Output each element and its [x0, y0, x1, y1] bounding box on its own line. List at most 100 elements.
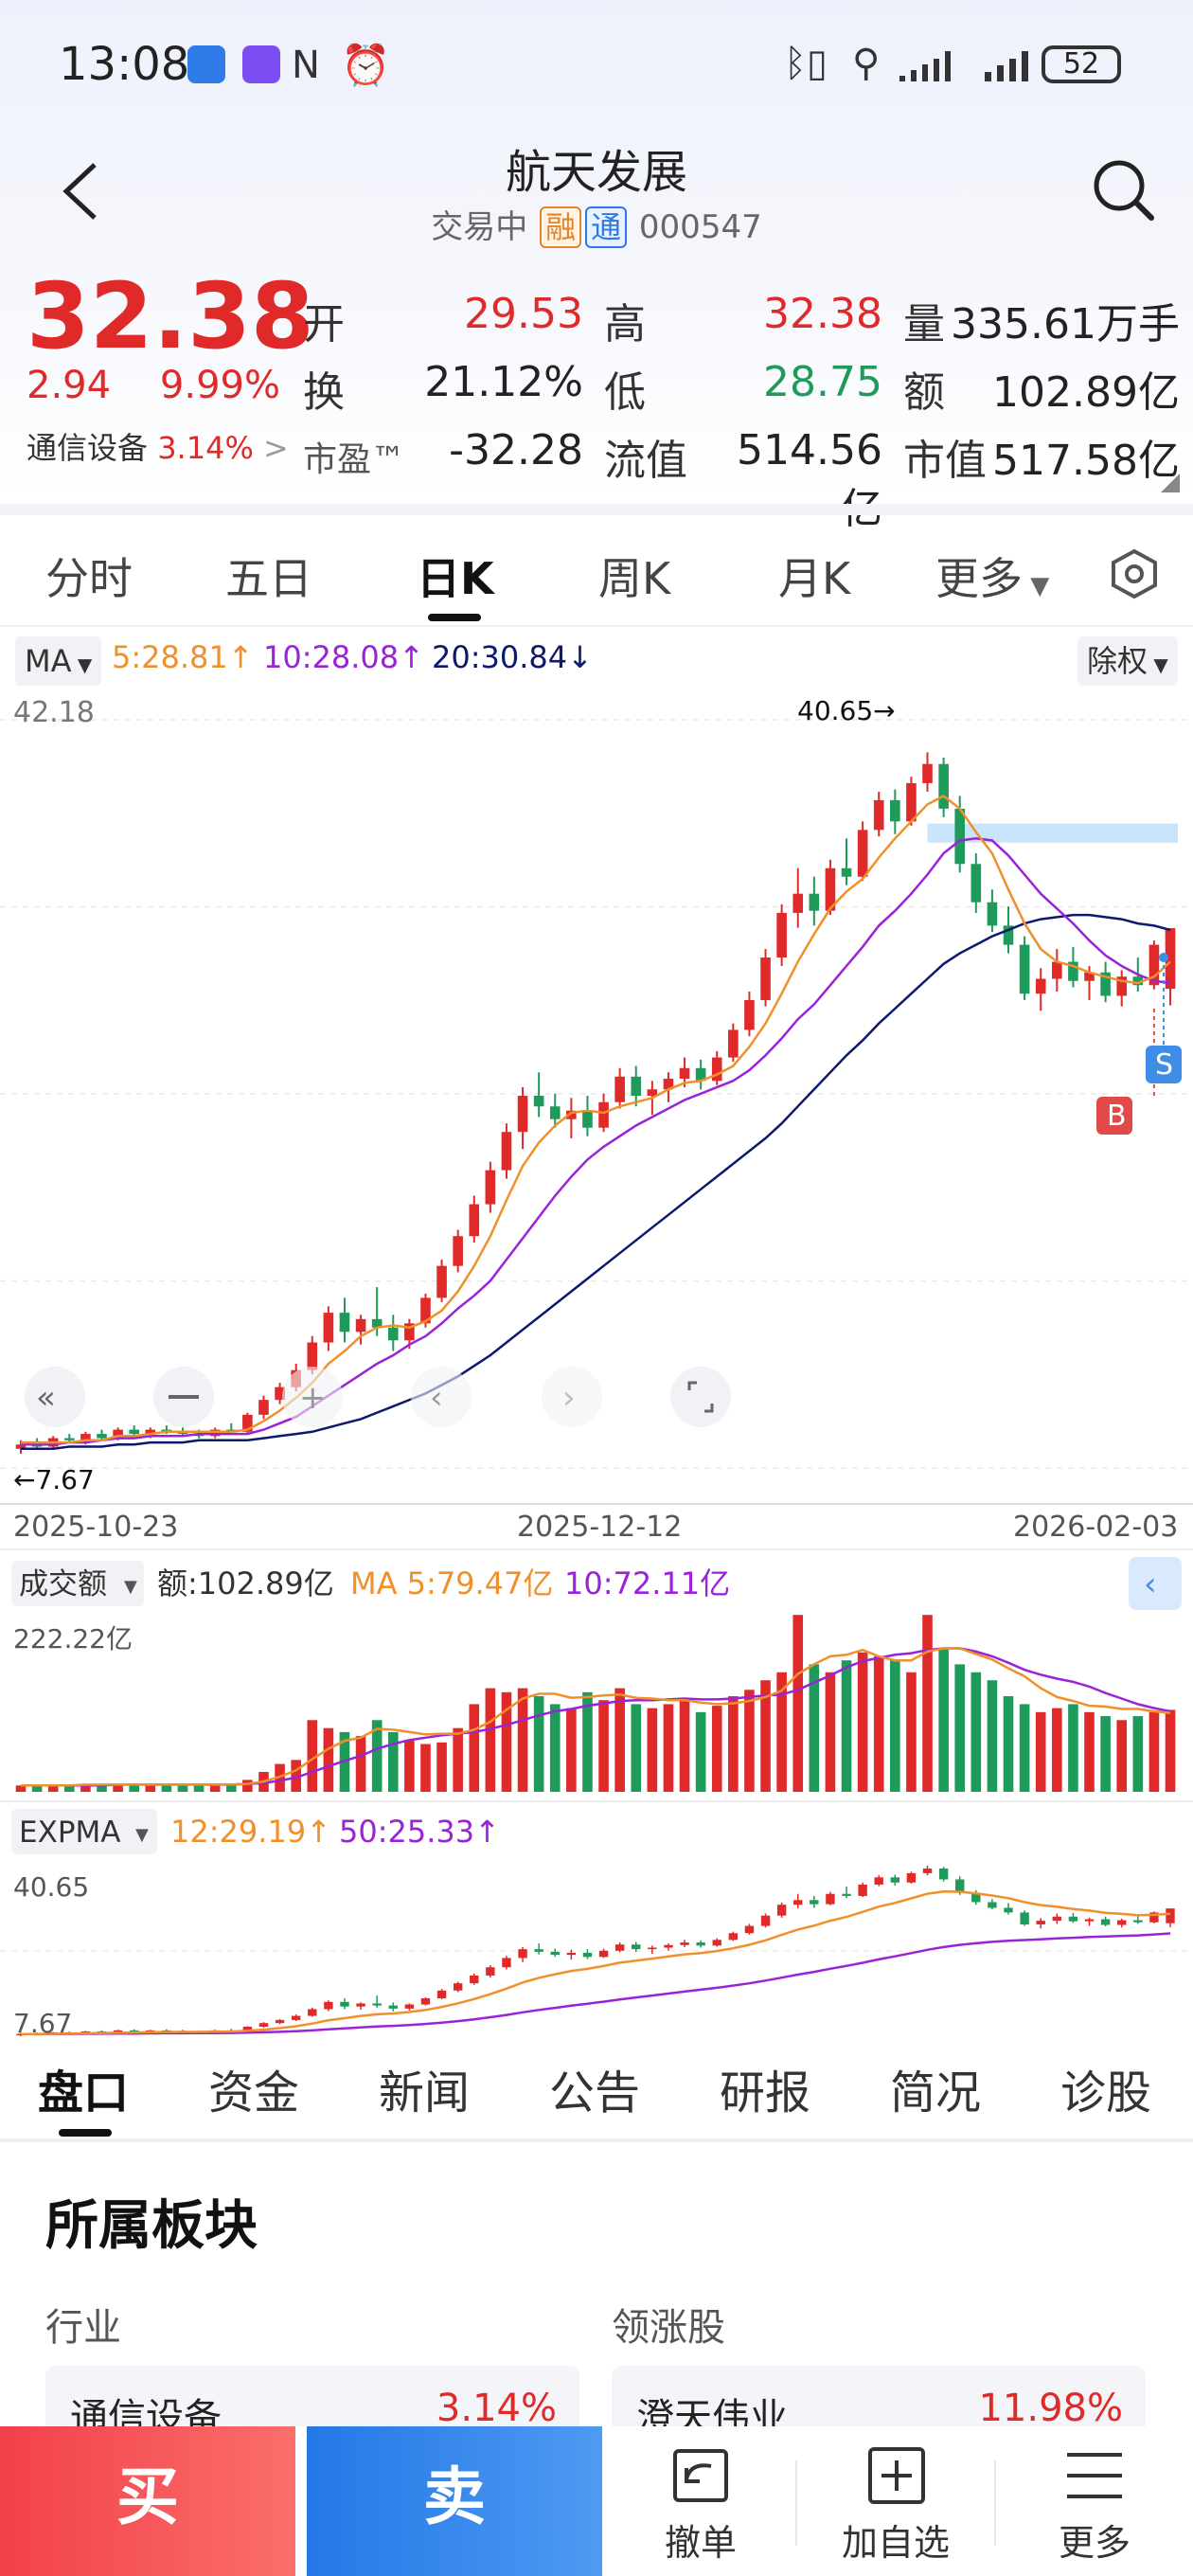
tab-funds[interactable]: 资金	[208, 2066, 300, 2120]
tab-weekly-k[interactable]: 周K	[598, 553, 671, 604]
turnover-label: 换	[303, 368, 345, 417]
caret-down-icon: ▼	[1023, 572, 1050, 600]
scroll-left-button[interactable]	[411, 1367, 472, 1427]
tab-profile[interactable]: 简况	[890, 2066, 982, 2120]
volume-bar	[1052, 1708, 1062, 1792]
sell-button[interactable]: 卖	[307, 2426, 602, 2576]
volume-bar	[857, 1652, 868, 1792]
expma-candle-body	[1020, 1912, 1029, 1924]
kline-chart[interactable]: 42.18 40.65→ ←7.67 2025-10-23 2025-12-12…	[0, 691, 1193, 2036]
tab-announcements[interactable]: 公告	[549, 2066, 641, 2120]
candle-body	[387, 1327, 399, 1341]
volume-bar	[970, 1672, 982, 1792]
zoom-in-button[interactable]	[282, 1367, 343, 1427]
ma-selector[interactable]: MA ▼	[15, 636, 102, 686]
scroll-left-fast-button[interactable]	[25, 1367, 85, 1427]
expma-candle-body	[453, 1983, 463, 1991]
sell-signal-marker[interactable]	[1146, 1046, 1182, 1083]
back-button[interactable]	[59, 161, 100, 220]
buy-button[interactable]: 买	[0, 2426, 295, 2576]
tab-intraday[interactable]: 分时	[45, 553, 133, 604]
candle-body	[970, 864, 982, 903]
chart-nav-controls: « + ‹ ›	[25, 1367, 731, 1427]
more-actions-button[interactable]: 更多	[1009, 2424, 1180, 2576]
expma-candle-body	[534, 1949, 543, 1952]
scroll-right-button[interactable]	[542, 1367, 602, 1427]
market-cap-label: 市值	[903, 437, 987, 485]
stock-code: 000547	[638, 208, 762, 246]
expma-candle-body	[858, 1884, 867, 1896]
volume-bar	[1148, 1711, 1160, 1792]
undo-icon	[673, 2449, 728, 2502]
chevron-left-icon: ‹	[1144, 1565, 1157, 1603]
expma-candle-body	[308, 2009, 317, 2016]
tab-more[interactable]: 更多 ▼	[935, 545, 1049, 607]
alarm-icon: ⏰	[341, 42, 391, 88]
candle-body	[1019, 944, 1030, 994]
status-bar: 13:08 N ⏰ ᛒ▯ ⚲ 52	[0, 0, 1193, 133]
candle-body	[598, 1101, 609, 1128]
expma-candle-body	[129, 2030, 139, 2032]
candle-body	[420, 1297, 431, 1324]
volume-bar	[63, 1784, 75, 1792]
active-tab-indicator	[428, 614, 481, 621]
candle-body	[711, 1057, 722, 1082]
candle-body	[1068, 961, 1078, 981]
divider	[994, 2460, 996, 2546]
pe-value: -32.28	[449, 426, 583, 474]
tab-news[interactable]: 新闻	[379, 2066, 471, 2120]
expma-candle-body	[776, 1905, 787, 1916]
tab-five-day[interactable]: 五日	[225, 553, 312, 604]
tab-diagnosis[interactable]: 诊股	[1060, 2066, 1152, 2120]
expma-candle-body	[1149, 1912, 1159, 1923]
tab-daily-k[interactable]: 日K	[417, 553, 494, 604]
expma-candle-body	[404, 2004, 415, 2009]
expma-candle-body	[1117, 1920, 1127, 1925]
volume-bar	[97, 1783, 107, 1792]
expma-candle-body	[502, 1958, 511, 1968]
expma-candle-body	[890, 1877, 900, 1883]
expma-candle-body	[810, 1900, 819, 1905]
sector-link[interactable]: 通信设备 3.14% >	[27, 424, 289, 468]
volume-ma5: MA 5:79.47亿	[350, 1565, 553, 1601]
expma-candle-body	[275, 2019, 285, 2024]
candle-body	[1116, 976, 1128, 996]
buy-signal-marker[interactable]	[1096, 1097, 1132, 1135]
volume-bar	[1165, 1709, 1176, 1792]
tab-order-book[interactable]: 盘口	[38, 2066, 130, 2120]
volume-indicator-label: 成交额	[19, 1567, 107, 1601]
expma-candle-body	[614, 1944, 625, 1951]
volume-bar	[987, 1680, 998, 1792]
volume-bar	[355, 1736, 366, 1792]
stock-subtitle: 交易中 融通 000547	[0, 201, 1193, 248]
expma-candle-body	[648, 1947, 657, 1950]
price-change-pct: 9.99%	[159, 364, 280, 407]
tab-research[interactable]: 研报	[720, 2066, 811, 2120]
expma-candle-body	[258, 2023, 269, 2028]
price-change: 2.94	[27, 364, 112, 407]
candle-body	[242, 1414, 253, 1432]
indicator-panel-toggle[interactable]	[1129, 1557, 1182, 1610]
expand-corner-icon[interactable]	[1161, 474, 1180, 492]
tab-monthly-k[interactable]: 月K	[778, 553, 851, 604]
candle-body	[97, 1434, 107, 1439]
chart-settings-button[interactable]	[1108, 547, 1161, 600]
volume-bar	[728, 1696, 739, 1792]
adjust-selector[interactable]: 除权 ▼	[1077, 636, 1178, 686]
cancel-order-button[interactable]: 撤单	[615, 2424, 786, 2576]
volume-bar	[647, 1708, 658, 1792]
expma-candle-body	[744, 1925, 755, 1934]
search-button[interactable]	[1089, 155, 1157, 224]
plus-box-icon	[868, 2447, 925, 2504]
app-notify-icon	[187, 45, 225, 83]
volume-bar	[1100, 1716, 1111, 1792]
fullscreen-button[interactable]	[670, 1367, 731, 1427]
expma-selector[interactable]	[11, 1809, 157, 1854]
volume-indicator-selector[interactable]	[11, 1561, 144, 1606]
expma-candle-body	[988, 1902, 997, 1908]
volume-bar	[193, 1784, 205, 1792]
ma20-line	[21, 913, 1171, 1451]
expma-candle-body	[938, 1869, 949, 1880]
add-watchlist-button[interactable]: 加自选	[810, 2424, 981, 2576]
candle-body	[15, 1444, 27, 1449]
